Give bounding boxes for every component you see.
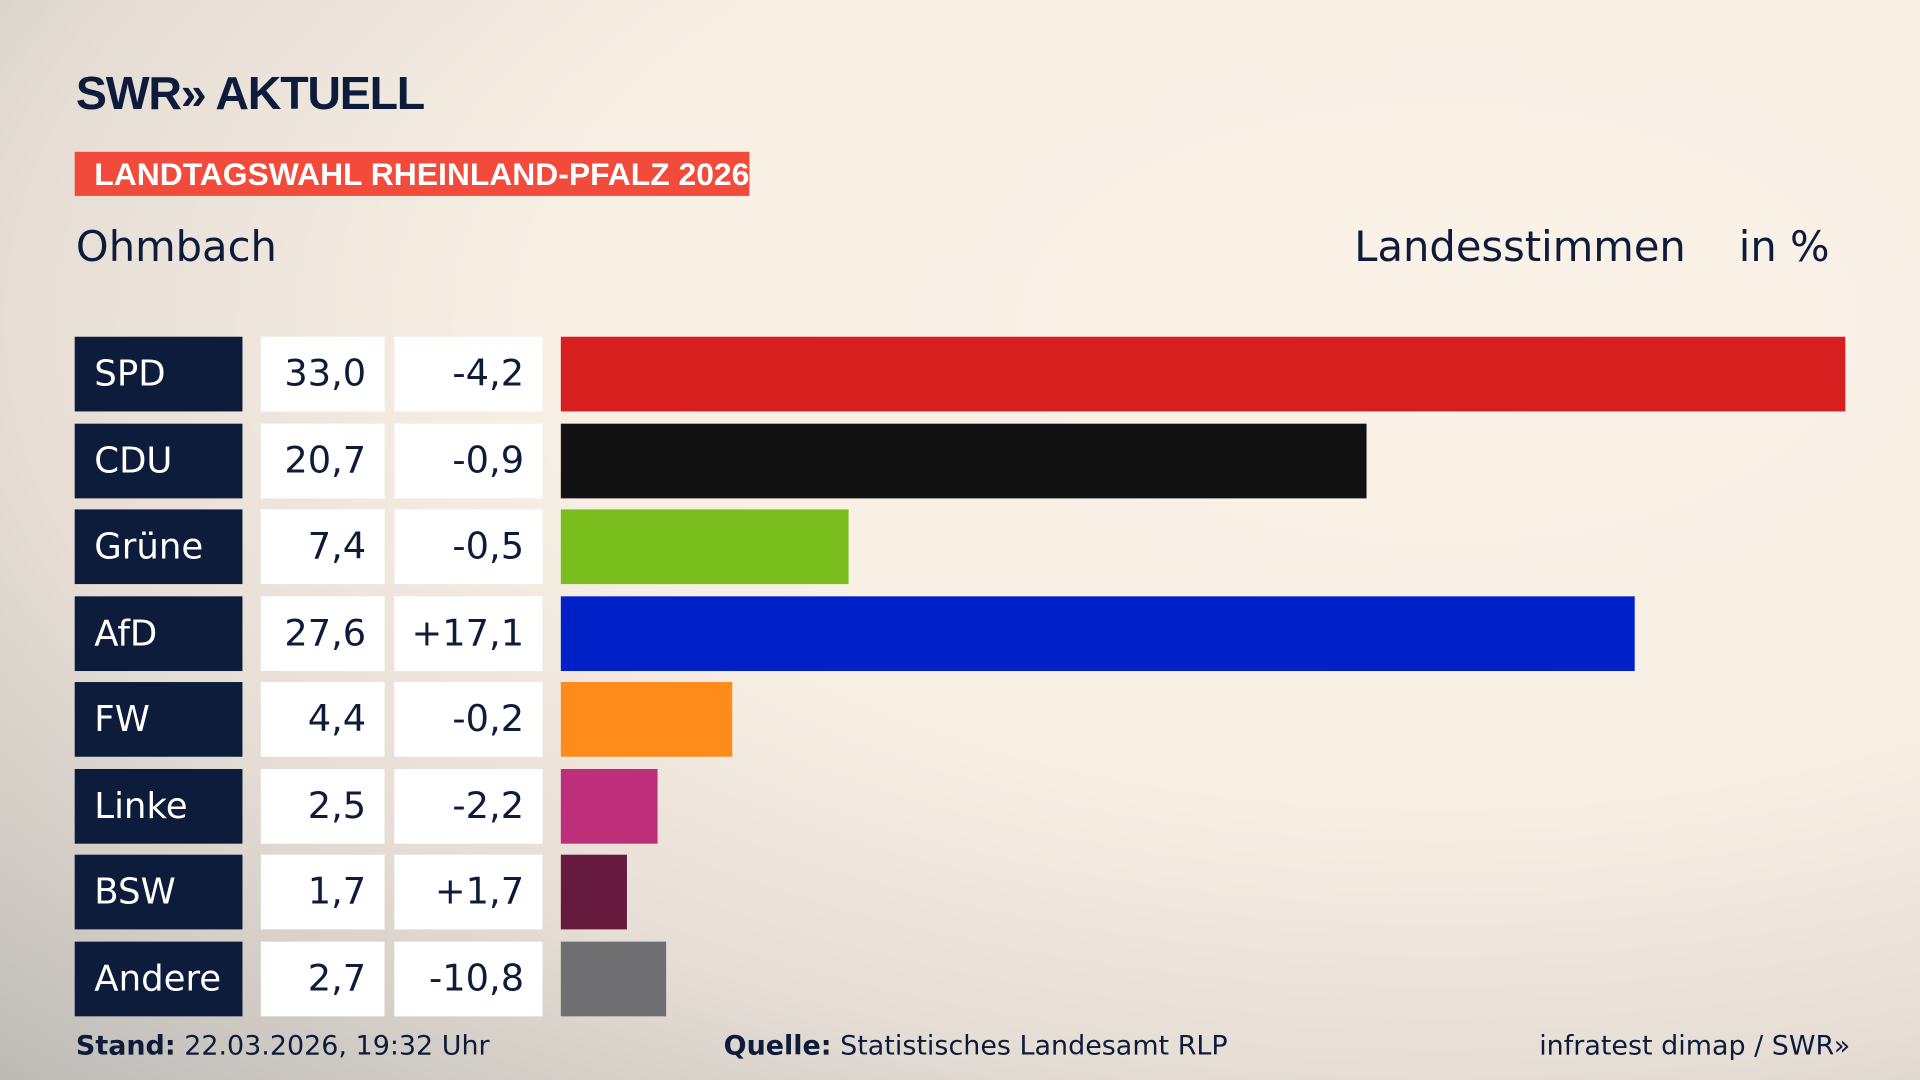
source: Quelle: Statistisches Landesamt RLP: [724, 1031, 1228, 1062]
value-label: 27,6: [260, 595, 385, 671]
value-label: 20,7: [260, 423, 385, 498]
party-label: Grüne: [74, 509, 243, 585]
change-label: -0,5: [394, 509, 543, 585]
change-label: +1,7: [394, 854, 543, 930]
party-label: CDU: [74, 423, 243, 498]
bar-afd: [560, 595, 1636, 671]
change-label: -0,2: [394, 682, 543, 757]
bar-fw: [560, 682, 733, 757]
bar-bsw: [560, 854, 627, 930]
change-label: +17,1: [394, 595, 543, 671]
timestamp: Stand: 22.03.2026, 19:32 Uhr: [76, 1031, 490, 1062]
value-label: 2,5: [260, 768, 385, 844]
bar-andere: [560, 941, 666, 1016]
bar-linke: [560, 768, 659, 844]
party-label: Linke: [74, 768, 243, 844]
party-label: BSW: [74, 854, 243, 930]
value-label: 4,4: [260, 682, 385, 757]
stand-value: 22.03.2026, 19:32 Uhr: [184, 1031, 490, 1062]
change-label: -2,2: [394, 768, 543, 844]
value-label: 2,7: [260, 941, 385, 1016]
bar-spd: [560, 336, 1846, 412]
election-banner: LANDTAGSWAHL RHEINLAND-PFALZ 2026: [74, 151, 750, 196]
change-label: -0,9: [394, 423, 543, 498]
location-title: Ohmbach: [75, 222, 277, 272]
source-label: Quelle:: [723, 1031, 832, 1062]
bar-grüne: [560, 509, 849, 585]
value-label: 7,4: [260, 509, 385, 585]
value-label: 33,0: [260, 336, 385, 412]
party-label: SPD: [74, 336, 243, 412]
unit-label: in %: [1738, 222, 1830, 272]
party-label: Andere: [74, 941, 243, 1016]
vote-type-label: Landesstimmen: [1354, 222, 1686, 272]
swr-aktuell-logo: SWR» AKTUELL: [75, 68, 425, 121]
bar-cdu: [560, 423, 1367, 498]
source-value: Statistisches Landesamt RLP: [840, 1031, 1228, 1062]
party-label: AfD: [74, 595, 243, 671]
stand-label: Stand:: [75, 1031, 176, 1062]
change-label: -10,8: [394, 941, 543, 1016]
credit: infratest dimap / SWR»: [1539, 1031, 1851, 1062]
party-label: FW: [74, 682, 243, 757]
value-label: 1,7: [260, 854, 385, 930]
change-label: -4,2: [394, 336, 543, 412]
